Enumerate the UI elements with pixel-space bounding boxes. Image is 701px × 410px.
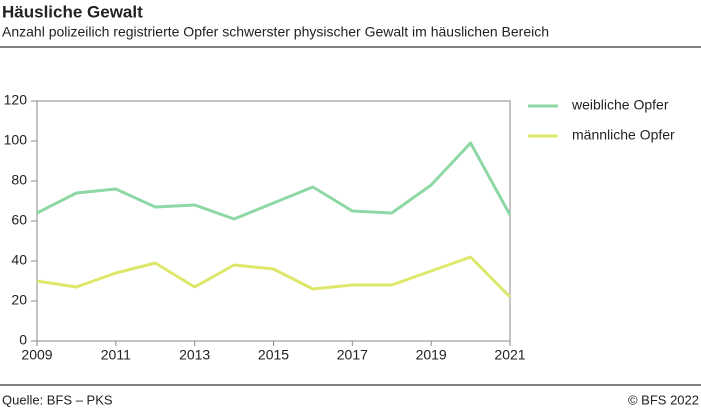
y-tick-label: 120 xyxy=(4,92,28,108)
copyright: © BFS 2022 xyxy=(628,392,699,407)
chart-title: Häusliche Gewalt xyxy=(2,2,143,21)
data-line xyxy=(36,141,512,221)
y-tick-label: 100 xyxy=(4,132,28,148)
source: Quelle: BFS – PKS xyxy=(2,392,113,407)
y-tick-label: 20 xyxy=(11,292,27,308)
chart-subtitle: Anzahl polizeilich registrierte Opfer sc… xyxy=(2,24,549,40)
plot-frame xyxy=(36,100,511,342)
y-tick-label: 40 xyxy=(11,252,27,268)
y-tick-label: 60 xyxy=(11,212,27,228)
y-tick-label: 80 xyxy=(11,172,27,188)
legend-label: weibliche Opfer xyxy=(571,97,669,113)
data-line xyxy=(36,255,512,299)
x-tick-label: 2017 xyxy=(337,347,368,363)
x-tick-label: 2013 xyxy=(179,347,210,363)
x-tick-label: 2021 xyxy=(494,347,525,363)
legend-label: männliche Opfer xyxy=(572,127,675,143)
x-tick-label: 2009 xyxy=(21,347,52,363)
x-tick-label: 2015 xyxy=(258,347,289,363)
y-tick-label: 0 xyxy=(19,332,27,348)
x-tick-label: 2019 xyxy=(416,347,447,363)
x-tick-label: 2011 xyxy=(101,347,131,363)
